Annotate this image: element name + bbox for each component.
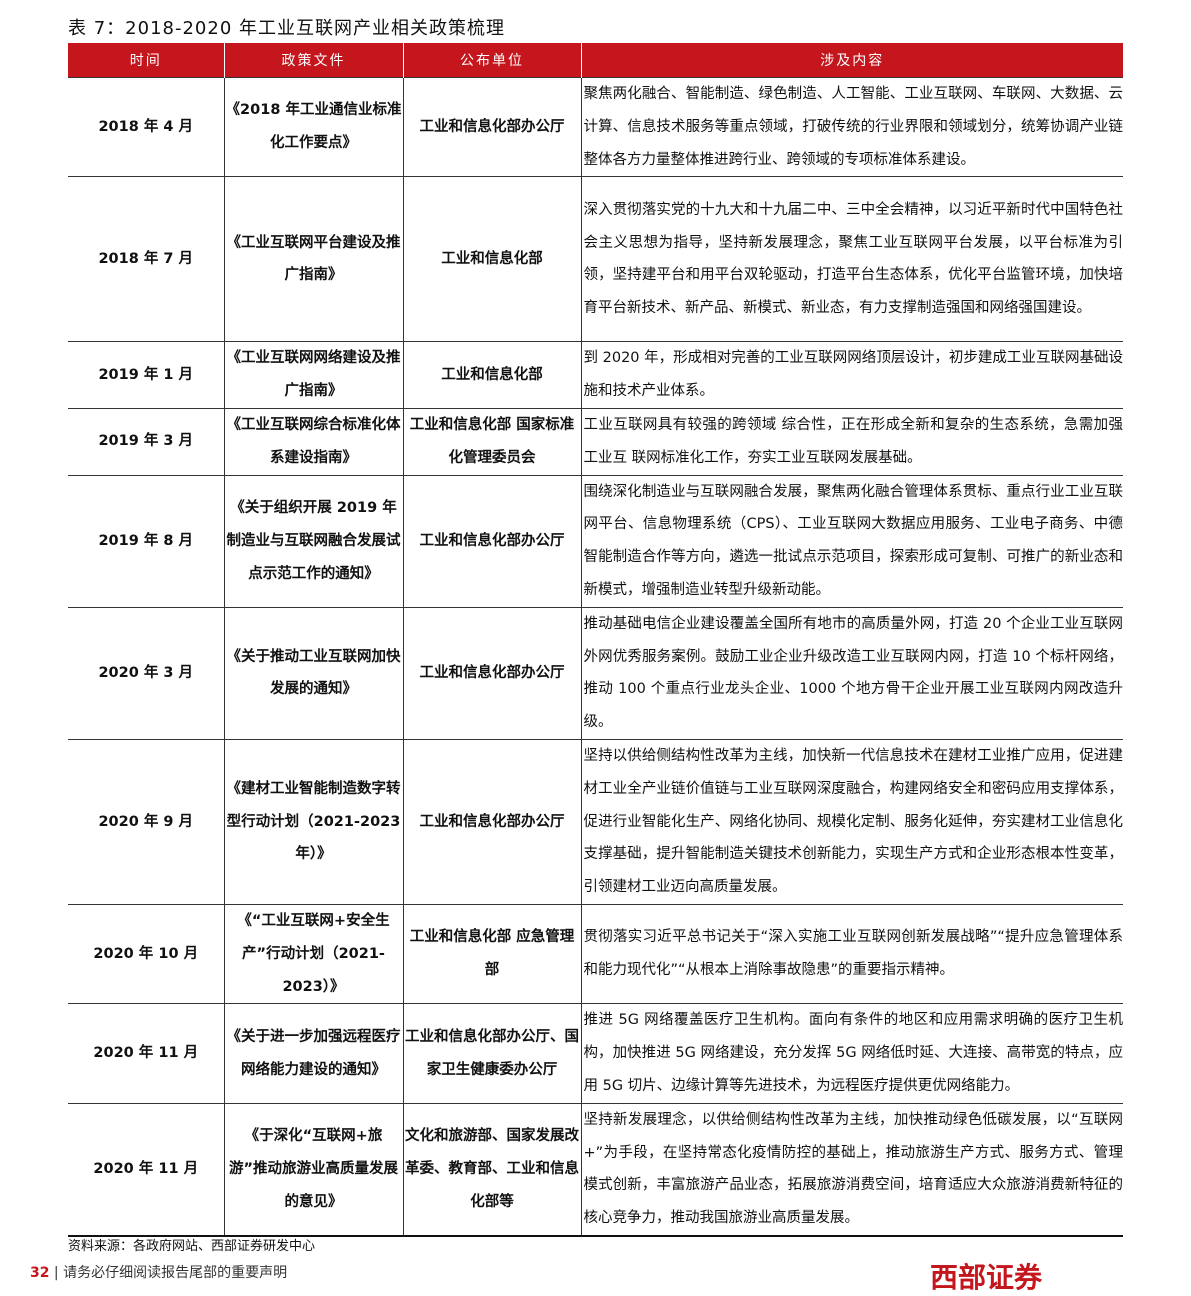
policy-cell: 《关于组织开展 2019 年制造业与互联网融合发展试点示范工作的通知》 <box>223 474 403 608</box>
header-issuer: 公布单位 <box>402 43 581 78</box>
time-cell: 2020 年 3 月 <box>68 606 224 740</box>
content-cell: 推动基础电信企业建设覆盖全国所有地市的高质量外网，打造 20 个企业工业互联网外… <box>580 606 1123 740</box>
issuer-cell: 工业和信息化部办公厅 <box>402 76 581 177</box>
policy-cell: 《工业互联网网络建设及推广指南》 <box>223 341 403 409</box>
issuer-cell: 文化和旅游部、国家发展改革委、教育部、工业和信息化部等 <box>402 1102 581 1237</box>
table-row: 2019 年 3 月《工业互联网综合标准化体系建设指南》 工业和信息化部 国家标准… <box>68 407 1123 476</box>
table-row: 2020 年 9 月《建材工业智能制造数字转型行动计划（2021-2023 年）… <box>68 738 1123 905</box>
policy-table: 时间 政策文件 公布单位 涉及内容 2018 年 4 月《2018 年工业通信业… <box>68 43 1123 1237</box>
content-cell: 到 2020 年，形成相对完善的工业互联网网络顶层设计，初步建成工业互联网基础设… <box>580 341 1123 409</box>
content-cell: 聚焦两化融合、智能制造、绿色制造、人工智能、工业互联网、车联网、大数据、云计算、… <box>580 76 1123 177</box>
table-title: 表 7：2018-2020 年工业互联网产业相关政策梳理 <box>68 18 506 39</box>
table-row: 2019 年 1 月《工业互联网网络建设及推广指南》 工业和信息化部到 2020 … <box>68 341 1123 409</box>
time-cell: 2019 年 3 月 <box>68 407 224 476</box>
table-row: 2020 年 3 月《关于推动工业互联网加快发展的通知》 工业和信息化部办公厅 推动… <box>68 606 1123 740</box>
header-time: 时间 <box>68 43 224 78</box>
time-cell: 2020 年 11 月 <box>68 1003 224 1104</box>
policy-cell: 《工业互联网综合标准化体系建设指南》 <box>223 407 403 476</box>
issuer-cell: 工业和信息化部 <box>402 176 581 342</box>
content-cell: 推进 5G 网络覆盖医疗卫生机构。面向有条件的地区和应用需求明确的医疗卫生机构，… <box>580 1003 1123 1104</box>
issuer-cell: 工业和信息化部 应急管理部 <box>402 903 581 1004</box>
policy-cell: 《关于推动工业互联网加快发展的通知》 <box>223 606 403 740</box>
time-cell: 2018 年 4 月 <box>68 76 224 177</box>
issuer-cell: 工业和信息化部办公厅 <box>402 738 581 905</box>
source-note: 资料来源：各政府网站、西部证券研发中心 <box>68 1239 316 1254</box>
disclaimer-text: 请务必仔细阅读报告尾部的重要声明 <box>63 1265 288 1281</box>
issuer-cell: 工业和信息化部办公厅 <box>402 606 581 740</box>
policy-cell: 《2018 年工业通信业标准化工作要点》 <box>223 76 403 177</box>
content-cell: 工业互联网具有较强的跨领域 综合性，正在形成全新和复杂的生态系统，急需加强工业互… <box>580 407 1123 476</box>
policy-cell: 《于深化“互联网+旅游”推动旅游业高质量发展的意见》 <box>223 1102 403 1237</box>
issuer-cell: 工业和信息化部办公厅 <box>402 474 581 608</box>
table-header-row: 时间 政策文件 公布单位 涉及内容 <box>68 43 1123 78</box>
policy-cell: 《“工业互联网+安全生产”行动计划（2021-2023）》 <box>223 903 403 1004</box>
content-cell: 深入贯彻落实党的十九大和十九届二中、三中全会精神，以习近平新时代中国特色社会主义… <box>580 176 1123 342</box>
time-cell: 2019 年 8 月 <box>68 474 224 608</box>
table-row: 2018 年 4 月《2018 年工业通信业标准化工作要点》 工业和信息化部办公厅… <box>68 76 1123 177</box>
table-row: 2019 年 8 月《关于组织开展 2019 年制造业与互联网融合发展试点示范工… <box>68 474 1123 608</box>
header-policy: 政策文件 <box>223 43 403 78</box>
time-cell: 2019 年 1 月 <box>68 341 224 409</box>
issuer-cell: 工业和信息化部 国家标准化管理委员会 <box>402 407 581 476</box>
time-cell: 2020 年 11 月 <box>68 1102 224 1237</box>
table-row: 2020 年 11 月《于深化“互联网+旅游”推动旅游业高质量发展的意见》 文化和… <box>68 1102 1123 1237</box>
table-row: 2020 年 10 月《“工业互联网+安全生产”行动计划（2021-2023）》… <box>68 903 1123 1004</box>
company-logo: 西部证券 <box>930 1261 1043 1294</box>
time-cell: 2020 年 10 月 <box>68 903 224 1004</box>
table-row: 2018 年 7 月《工业互联网平台建设及推广指南》 工业和信息化部 深入贯彻落实党… <box>68 176 1123 342</box>
page-footer: 32 | 请务必仔细阅读报告尾部的重要声明 <box>30 1265 288 1281</box>
time-cell: 2020 年 9 月 <box>68 738 224 905</box>
table-row: 2020 年 11 月《关于进一步加强远程医疗网络能力建设的通知》 工业和信息化部… <box>68 1003 1123 1104</box>
policy-cell: 《工业互联网平台建设及推广指南》 <box>223 176 403 342</box>
content-cell: 贯彻落实习近平总书记关于“深入实施工业互联网创新发展战略”“提升应急管理体系和能… <box>580 903 1123 1004</box>
content-cell: 围绕深化制造业与互联网融合发展，聚焦两化融合管理体系贯标、重点行业工业互联网平台… <box>580 474 1123 608</box>
content-cell: 坚持新发展理念，以供给侧结构性改革为主线，加快推动绿色低碳发展，以“互联网+”为… <box>580 1102 1123 1237</box>
content-cell: 坚持以供给侧结构性改革为主线，加快新一代信息技术在建材工业推广应用，促进建材工业… <box>580 738 1123 905</box>
header-content: 涉及内容 <box>580 43 1123 78</box>
issuer-cell: 工业和信息化部办公厅、国家卫生健康委办公厅 <box>402 1003 581 1104</box>
policy-cell: 《建材工业智能制造数字转型行动计划（2021-2023 年）》 <box>223 738 403 905</box>
issuer-cell: 工业和信息化部 <box>402 341 581 409</box>
policy-cell: 《关于进一步加强远程医疗网络能力建设的通知》 <box>223 1003 403 1104</box>
page-number: 32 <box>30 1265 50 1281</box>
time-cell: 2018 年 7 月 <box>68 176 224 342</box>
